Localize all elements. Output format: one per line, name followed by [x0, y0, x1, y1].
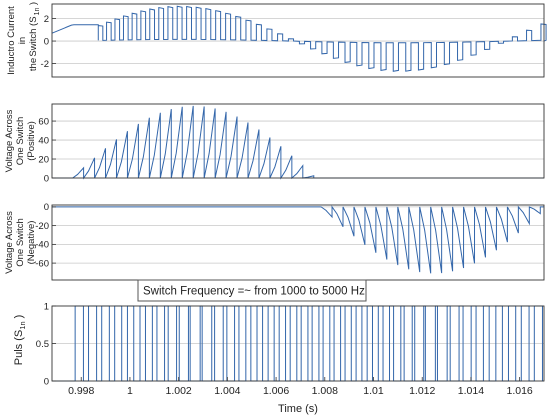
- y-label-line: (Positive): [26, 121, 37, 161]
- series-line-current: [51, 5, 547, 72]
- y-label-line: (Negative): [26, 221, 37, 265]
- x-tick-label: 0.998: [68, 385, 94, 397]
- x-tick-label: 1.006: [263, 385, 289, 397]
- y-tick-label: -40: [35, 240, 49, 251]
- plot-frame: [51, 103, 545, 179]
- x-tick-label: 1.012: [409, 385, 435, 397]
- x-tick-label: 1.002: [166, 385, 192, 397]
- series-line-vpos: [52, 105, 544, 180]
- y-tick-label: -20: [35, 221, 49, 232]
- x-tick-label: 1.016: [507, 385, 533, 397]
- y-tick-label: 1: [44, 301, 49, 312]
- y-tick-label: 0.5: [36, 339, 49, 350]
- y-label-line: One Switch: [15, 117, 26, 166]
- y-axis-label: Voltage Across One Switch (Positive): [4, 109, 37, 172]
- y-tick-label: 0: [44, 173, 49, 184]
- y-label-line: ): [13, 315, 25, 319]
- x-axis-label: Time (s): [278, 403, 318, 415]
- x-tick-label: 1.004: [214, 385, 240, 397]
- y-tick-label: 60: [38, 116, 49, 127]
- y-tick-label: 20: [38, 154, 49, 165]
- y-tick-label: 2: [44, 14, 49, 25]
- x-tick-label: 1.01: [363, 385, 384, 397]
- y-label-line: Inductro Current: [6, 6, 17, 75]
- annotation-text: Switch Frequency =~ from 1000 to 5000 Hz: [143, 286, 365, 298]
- plot-frame: [51, 3, 545, 78]
- y-tick-label: 40: [38, 135, 49, 146]
- y-label-line: Puls (S: [13, 330, 25, 365]
- y-tick-label: 0: [44, 36, 49, 47]
- series-line-vneg: [52, 205, 544, 274]
- plot-frame: [51, 204, 545, 281]
- y-label-line: Switch (S: [28, 16, 39, 56]
- y-axis-label: Inductro Current in Switch (S1n) the: [6, 2, 41, 75]
- y-label-subscript: 1n: [34, 8, 41, 16]
- y-tick-label: 0: [44, 202, 49, 213]
- x-tick-label: 1: [127, 385, 133, 397]
- y-label-line: Voltage Across: [4, 211, 15, 274]
- y-label-line: the: [28, 58, 39, 71]
- annotation-box: Switch Frequency =~ from 1000 to 5000 Hz: [137, 279, 367, 302]
- y-label-line: Voltage Across: [4, 109, 15, 172]
- annotation-frame: [137, 279, 367, 302]
- panel-vpos: 60 40 20 0 Voltage Across One Switch (Positive…: [4, 103, 545, 184]
- y-tick-label: 0: [44, 376, 49, 387]
- y-axis-label: Puls (S1n): [13, 315, 27, 366]
- y-label-subscript: 1n: [18, 321, 27, 329]
- y-tick-label: -60: [35, 258, 49, 269]
- y-label-line: One Switch: [15, 218, 26, 267]
- y-label-line: ): [28, 2, 39, 5]
- panel-puls: 1 0.5 0 Puls (S1n): [13, 301, 545, 387]
- x-axis: 0.998 1 1.002 1.004 1.006 1.008 1.01 1.012 1.014…: [68, 377, 533, 397]
- x-tick-label: 1.008: [312, 385, 338, 397]
- y-axis-label: Voltage Across One Switch (Negative): [4, 211, 37, 274]
- y-label-line: in: [17, 37, 28, 44]
- x-tick-label: 1.014: [458, 385, 484, 397]
- panel-current: 2 0 -2 Inductro Current in Switch (S1n) the: [6, 2, 547, 78]
- y-tick-label: -2: [41, 59, 49, 70]
